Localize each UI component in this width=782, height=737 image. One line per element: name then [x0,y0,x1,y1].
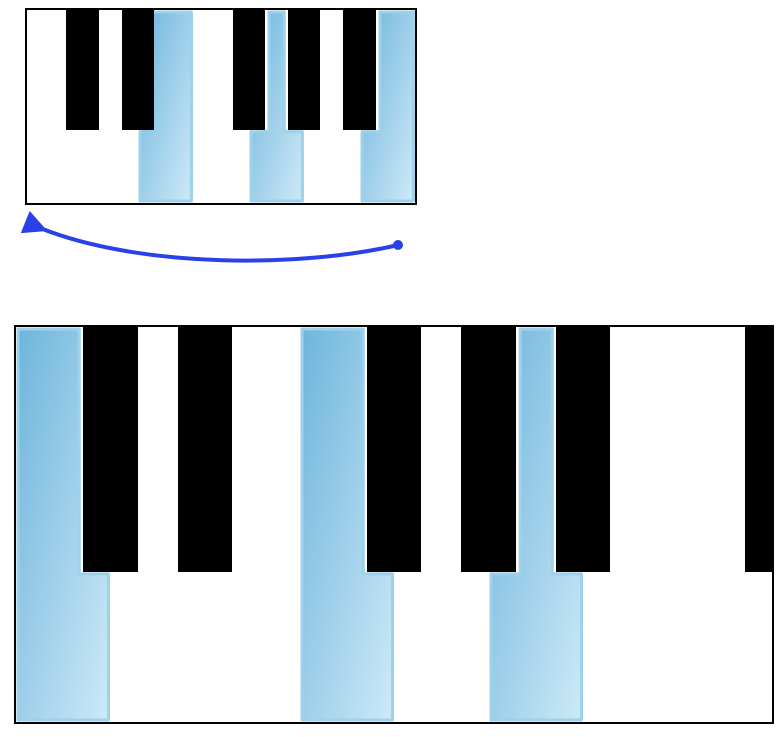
inversion-arrow [0,0,782,737]
